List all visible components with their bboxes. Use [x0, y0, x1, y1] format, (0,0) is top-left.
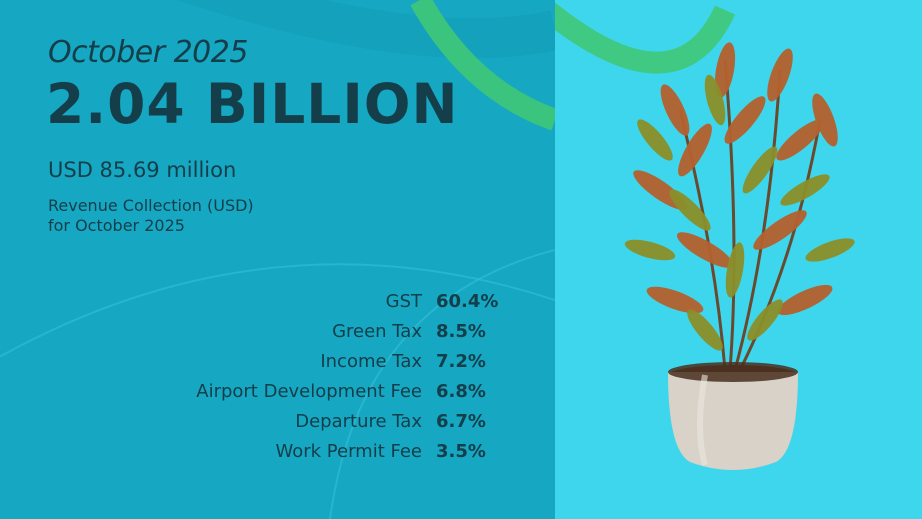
breakdown-row: Green Tax 8.5% — [90, 316, 520, 346]
breakdown-value: 8.5% — [436, 320, 486, 342]
plant-illustration — [555, 2, 855, 470]
accent-arc — [555, 2, 736, 74]
breakdown-row: GST 60.4% — [90, 286, 520, 316]
breakdown-row: Work Permit Fee 3.5% — [90, 436, 520, 466]
breakdown-value: 60.4% — [436, 290, 499, 312]
description-line-2: for October 2025 — [48, 216, 185, 235]
headline-amount: 2.04 BILLION — [46, 72, 459, 136]
background-arcs — [0, 0, 555, 519]
period-title: October 2025 — [48, 35, 248, 70]
plant-leaves — [624, 42, 855, 351]
revenue-description: Revenue Collection (USD) for October 202… — [48, 196, 328, 236]
breakdown-value: 6.8% — [436, 380, 486, 402]
breakdown-row: Income Tax 7.2% — [90, 346, 520, 376]
breakdown-value: 3.5% — [436, 440, 486, 462]
breakdown-label: Airport Development Fee — [196, 380, 422, 402]
revenue-breakdown: GST 60.4% Green Tax 8.5% Income Tax 7.2%… — [90, 286, 520, 466]
breakdown-label: Work Permit Fee — [275, 440, 422, 462]
description-line-1: Revenue Collection (USD) — [48, 196, 254, 215]
breakdown-value: 7.2% — [436, 350, 486, 372]
breakdown-row: Airport Development Fee 6.8% — [90, 376, 520, 406]
usd-amount: USD 85.69 million — [48, 158, 237, 182]
breakdown-label: GST — [385, 290, 422, 312]
plant-pot — [668, 362, 798, 470]
breakdown-label: Green Tax — [332, 320, 422, 342]
breakdown-label: Income Tax — [320, 350, 422, 372]
left-panel: October 2025 2.04 BILLION USD 85.69 mill… — [0, 0, 555, 519]
right-panel — [555, 0, 922, 519]
breakdown-label: Departure Tax — [295, 410, 422, 432]
breakdown-value: 6.7% — [436, 410, 486, 432]
breakdown-row: Departure Tax 6.7% — [90, 406, 520, 436]
